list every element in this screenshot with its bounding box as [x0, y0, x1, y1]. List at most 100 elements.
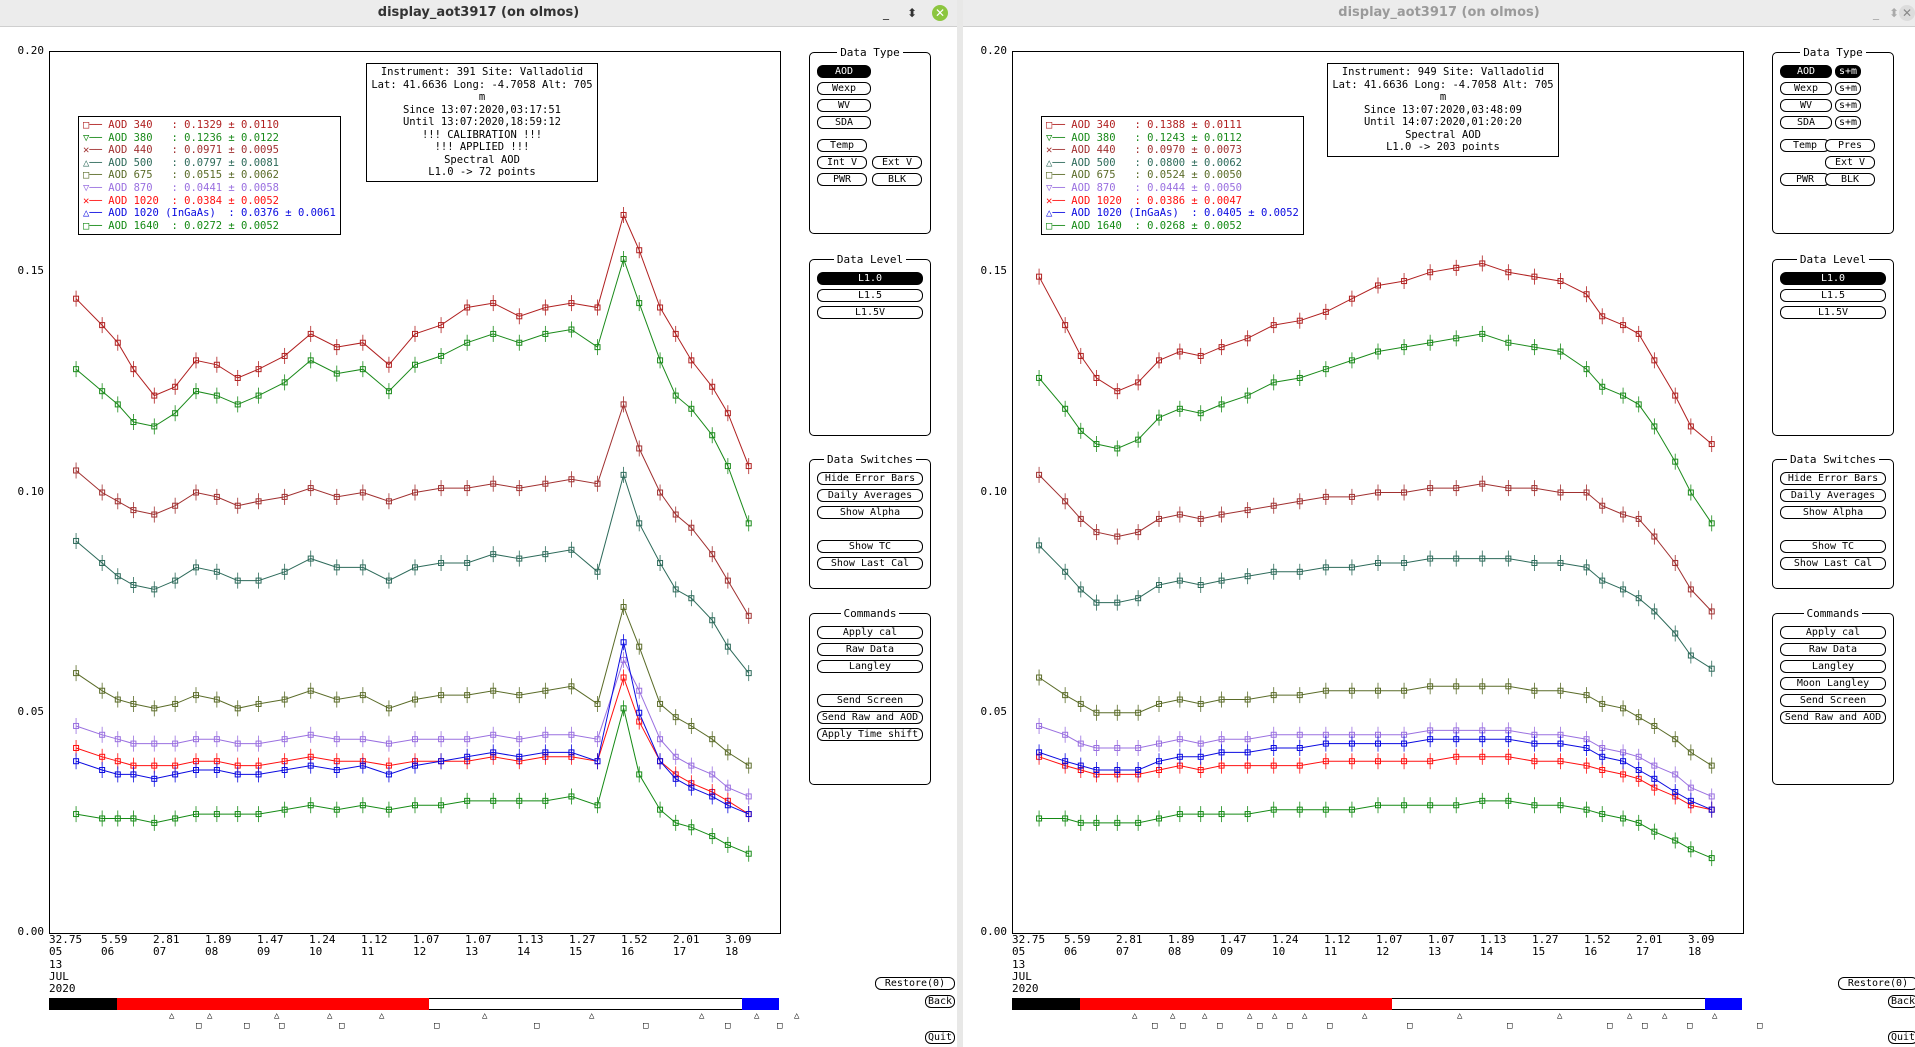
switch-hide-error-bars-button[interactable]: Hide Error Bars: [817, 472, 923, 485]
data-type-aod-button[interactable]: AOD: [817, 65, 871, 78]
data-type-wexp-button[interactable]: Wexp: [1780, 82, 1832, 95]
data-point: [568, 476, 575, 483]
quit-button[interactable]: Quit: [1888, 1031, 1915, 1044]
data-type-aod-button[interactable]: AOD: [1780, 65, 1832, 78]
close-icon[interactable]: ✕: [932, 5, 948, 21]
command-apply-cal-button[interactable]: Apply cal: [1780, 626, 1886, 639]
sm-toggle-button[interactable]: s+m: [1835, 99, 1861, 112]
command-moon-langley-button[interactable]: Moon Langley: [1780, 677, 1886, 690]
data-type-temp-button[interactable]: Temp: [817, 139, 867, 152]
data-type-wv-button[interactable]: WV: [817, 99, 871, 112]
data-point: [1062, 568, 1069, 575]
timeline-marker: △: [327, 1011, 333, 1021]
data-type-pwr-button[interactable]: PWR: [1780, 173, 1830, 186]
data-point: [568, 546, 575, 553]
command-send-screen-button[interactable]: Send Screen: [1780, 694, 1886, 707]
back-button[interactable]: Back: [1888, 995, 1915, 1008]
restore-button[interactable]: Restore(0): [875, 977, 955, 990]
back-button[interactable]: Back: [925, 995, 955, 1008]
data-type-temp-button[interactable]: Temp: [1780, 139, 1830, 152]
legend-marker-icon: △──: [1046, 207, 1072, 220]
data-point: [1375, 758, 1381, 765]
switch-daily-averages-button[interactable]: Daily Averages: [1780, 489, 1886, 502]
data-point: [114, 401, 121, 408]
command-apply-time-shift-button[interactable]: Apply Time shift: [817, 728, 923, 741]
data-type-sda-button[interactable]: SDA: [1780, 116, 1832, 129]
data-point: [1599, 753, 1606, 760]
data-point: [333, 344, 340, 351]
data-point: [1244, 507, 1251, 514]
sm-toggle-button[interactable]: s+m: [1835, 65, 1861, 78]
legend-marker-icon: ✕──: [1046, 194, 1072, 207]
data-point: [490, 749, 497, 756]
switch-daily-averages-button[interactable]: Daily Averages: [817, 489, 923, 502]
switch-show-alpha-button[interactable]: Show Alpha: [817, 506, 923, 519]
command-raw-data-button[interactable]: Raw Data: [1780, 643, 1886, 656]
data-point: [1672, 559, 1679, 566]
data-point: [1135, 379, 1142, 386]
data-point: [1375, 348, 1381, 355]
switch-show-alpha-button[interactable]: Show Alpha: [1780, 506, 1886, 519]
restore-button[interactable]: Restore(0): [1838, 977, 1915, 990]
switch-show-tc-button[interactable]: Show TC: [1780, 540, 1886, 553]
sm-toggle-button[interactable]: s+m: [1835, 116, 1861, 129]
data-point: [745, 463, 752, 470]
command-send-raw-and-aod-button[interactable]: Send Raw and AOD: [817, 711, 923, 724]
maximize-icon[interactable]: ⬍: [906, 6, 918, 20]
date-month: JUL: [49, 970, 69, 983]
data-type-wexp-button[interactable]: Wexp: [817, 82, 871, 95]
data-level-l15v-button[interactable]: L1.5V: [817, 306, 923, 319]
switch-hide-error-bars-button[interactable]: Hide Error Bars: [1780, 472, 1886, 485]
data-point: [438, 802, 445, 809]
data-point: [672, 714, 679, 721]
data-level-l15-button[interactable]: L1.5: [1780, 289, 1886, 302]
data-type-blk-button[interactable]: BLK: [872, 173, 922, 186]
data-type-wv-button[interactable]: WV: [1780, 99, 1832, 112]
data-point: [1197, 410, 1204, 417]
data-point: [709, 551, 716, 558]
command-apply-cal-button[interactable]: Apply cal: [817, 626, 923, 639]
data-level-l10-button[interactable]: L1.0: [1780, 272, 1886, 285]
data-point: [620, 471, 627, 478]
data-type-ext-v-button[interactable]: Ext V: [872, 156, 922, 169]
minimize-icon[interactable]: _: [1873, 6, 1879, 20]
data-type-pwr-button[interactable]: PWR: [817, 173, 867, 186]
data-point: [1375, 282, 1381, 289]
data-point: [438, 758, 445, 765]
data-type-sda-button[interactable]: SDA: [817, 116, 871, 129]
command-raw-data-button[interactable]: Raw Data: [817, 643, 923, 656]
close-icon[interactable]: ✕: [1899, 5, 1915, 21]
data-point: [1505, 555, 1512, 562]
data-point: [1270, 762, 1277, 769]
sm-toggle-button[interactable]: s+m: [1835, 82, 1861, 95]
data-point: [1218, 511, 1225, 518]
x-tick-label: 1.24: [1272, 933, 1299, 946]
y-tick-label: 0.10: [17, 484, 45, 498]
data-level-l15v-button[interactable]: L1.5V: [1780, 306, 1886, 319]
switch-show-tc-button[interactable]: Show TC: [817, 540, 923, 553]
data-level-l15-button[interactable]: L1.5: [817, 289, 923, 302]
data-point: [172, 815, 179, 822]
switch-show-last-cal-button[interactable]: Show Last Cal: [817, 557, 923, 570]
data-point: [1135, 529, 1142, 536]
titlebar[interactable]: display_aot3917 (on olmos) _ ⬍ ✕: [0, 0, 957, 27]
data-point: [1479, 330, 1486, 337]
maximize-icon[interactable]: ⬍: [1888, 6, 1900, 20]
data-point: [333, 370, 340, 377]
command-langley-button[interactable]: Langley: [1780, 660, 1886, 673]
command-send-raw-and-aod-button[interactable]: Send Raw and AOD: [1780, 711, 1886, 724]
data-point: [1197, 740, 1204, 747]
minimize-icon[interactable]: _: [883, 6, 889, 20]
quit-button[interactable]: Quit: [925, 1031, 955, 1044]
titlebar[interactable]: display_aot3917 (on olmos) _ ⬍ ✕: [963, 0, 1915, 27]
data-type-int-v-button[interactable]: Int V: [817, 156, 867, 169]
timeline-marker: □: [1180, 1021, 1186, 1031]
command-langley-button[interactable]: Langley: [817, 660, 923, 673]
info-line: L1.0 -> 203 points: [1386, 141, 1500, 153]
command-send-screen-button[interactable]: Send Screen: [817, 694, 923, 707]
data-level-l10-button[interactable]: L1.0: [817, 272, 923, 285]
data-type-ext-v-button[interactable]: Ext V: [1825, 156, 1875, 169]
switch-show-last-cal-button[interactable]: Show Last Cal: [1780, 557, 1886, 570]
data-type-pres-button[interactable]: Pres: [1825, 139, 1875, 152]
data-type-blk-button[interactable]: BLK: [1825, 173, 1875, 186]
